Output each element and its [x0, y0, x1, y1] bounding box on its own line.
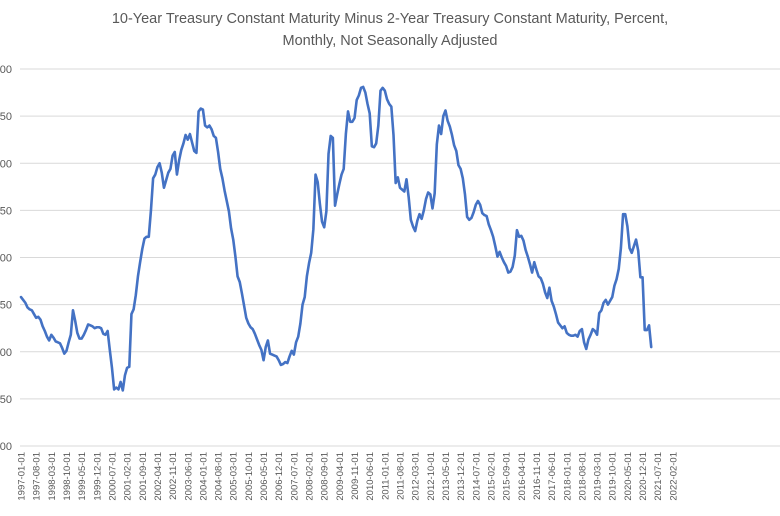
x-tick-label: 2010-06-01: [365, 452, 376, 501]
x-tick-label: 2001-02-01: [123, 452, 134, 501]
x-tick-label: 2006-12-01: [274, 452, 285, 501]
x-tick-label: 2017-06-01: [547, 452, 558, 501]
y-tick-label: 0.50: [0, 300, 12, 312]
x-tick-label: 2008-09-01: [320, 452, 331, 501]
x-tick-label: 1997-01-01: [17, 452, 28, 501]
series-line: [19, 85, 653, 392]
x-tick-label: 2013-12-01: [456, 452, 467, 501]
chart-title: 10-Year Treasury Constant Maturity Minus…: [0, 8, 780, 52]
x-tick-label: 2002-11-01: [168, 452, 179, 500]
x-tick-label: 2006-05-01: [259, 452, 270, 501]
x-tick-label: 2005-10-01: [244, 452, 255, 501]
x-tick-label: 2013-05-01: [441, 452, 452, 501]
grid-lines: [20, 68, 780, 447]
x-tick-label: 2019-03-01: [593, 452, 604, 501]
x-tick-label: 2007-07-01: [289, 452, 300, 501]
x-tick-label: 2015-09-01: [502, 452, 513, 501]
x-tick-label: 2002-04-01: [153, 452, 164, 501]
y-tick-label: 0.00: [0, 347, 12, 359]
x-tick-label: 2019-10-01: [608, 452, 619, 501]
x-tick-label: 1997-08-01: [32, 452, 43, 501]
x-tick-label: 2005-03-01: [229, 452, 240, 501]
y-tick-label: 2.00: [0, 158, 12, 170]
x-tick-label: 2018-01-01: [562, 452, 573, 501]
x-tick-label: 2004-01-01: [198, 452, 209, 501]
x-tick-label: 2020-05-01: [623, 452, 634, 501]
x-tick-label: 1999-12-01: [92, 452, 103, 501]
series-layer: [19, 85, 653, 392]
x-tick-label: 2009-11-01: [350, 452, 361, 500]
x-axis-ticks: 1997-01-01 1997-08-01 1998-03-01 1998-10-01…: [17, 452, 680, 501]
y-tick-label: 1.50: [0, 205, 12, 217]
x-tick-label: 2012-10-01: [426, 452, 437, 501]
x-tick-label: 1998-03-01: [47, 452, 58, 501]
x-tick-label: 2003-06-01: [183, 452, 194, 501]
x-tick-label: 1998-10-01: [62, 452, 73, 501]
y-tick-label: -1.00: [0, 441, 12, 453]
x-tick-label: 2011-01-01: [380, 452, 391, 500]
x-tick-label: 2018-08-01: [577, 452, 588, 501]
x-tick-label: 2021-07-01: [653, 452, 664, 501]
x-tick-label: 2008-02-01: [305, 452, 316, 501]
y-tick-label: 1.00: [0, 253, 12, 265]
y-tick-label: 2.50: [0, 111, 12, 123]
x-tick-label: 2009-04-01: [335, 452, 346, 501]
chart-title-line-2: Monthly, Not Seasonally Adjusted: [282, 33, 498, 49]
y-tick-label: -0.50: [0, 394, 12, 406]
x-tick-label: 2016-04-01: [517, 452, 528, 501]
y-tick-label: 3.00: [0, 64, 12, 76]
x-tick-label: 2001-09-01: [138, 452, 149, 501]
x-tick-label: 2022-02-01: [668, 452, 679, 501]
x-tick-label: 2004-08-01: [214, 452, 225, 501]
x-tick-label: 2000-07-01: [107, 452, 118, 501]
x-tick-label: 2016-11-01: [532, 452, 543, 500]
x-tick-label: 2011-08-01: [396, 452, 407, 500]
x-tick-label: 2014-07-01: [471, 452, 482, 501]
x-tick-label: 2015-02-01: [486, 452, 497, 501]
x-tick-label: 2012-03-01: [411, 452, 422, 501]
y-axis-ticks: 3.00 2.50 2.00 1.50 1.00 0.50 0.00 -0.50 -1.00: [0, 64, 12, 453]
x-tick-label: 1999-05-01: [77, 452, 88, 501]
x-tick-label: 2020-12-01: [638, 452, 649, 501]
chart-title-line-1: 10-Year Treasury Constant Maturity Minus…: [111, 11, 669, 27]
